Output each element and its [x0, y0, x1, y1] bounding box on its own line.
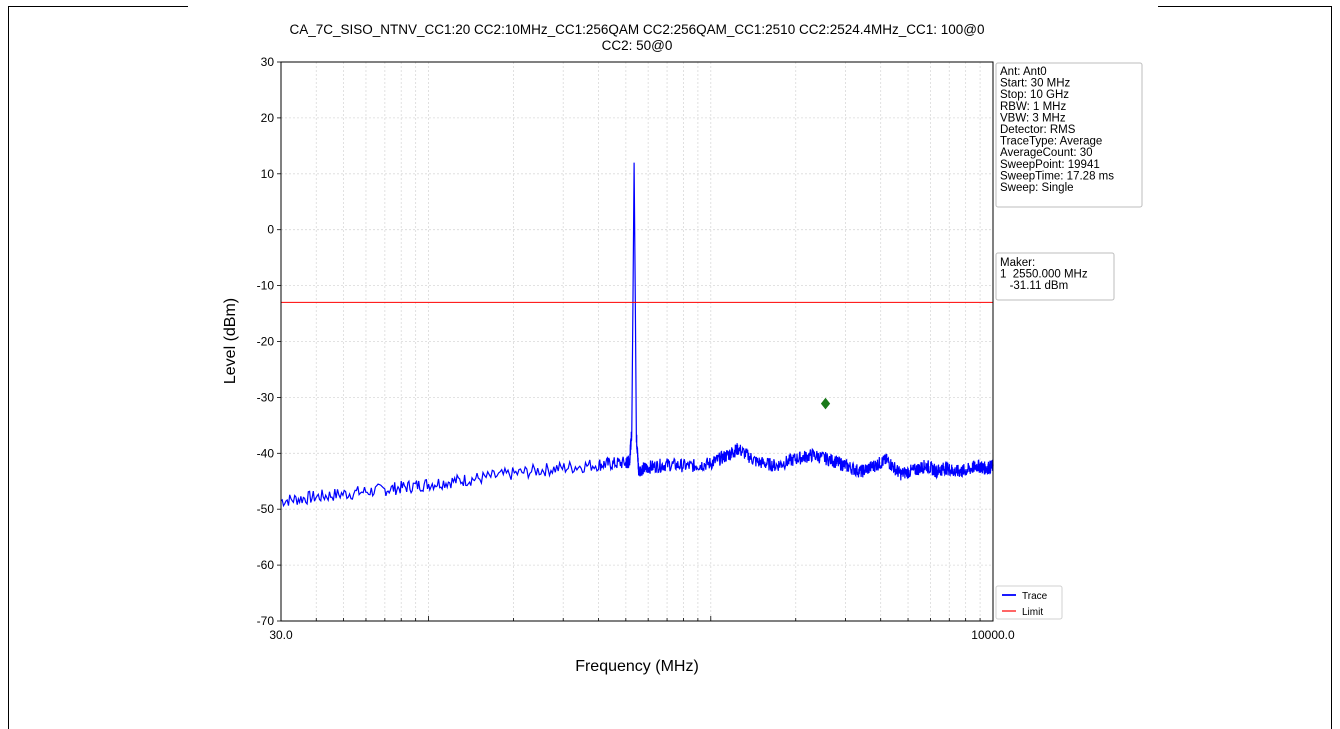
marker-info-box: Maker:1 2550.000 MHz -31.11 dBm [995, 252, 1115, 301]
chart-title-line2: CC2: 50@0 [602, 38, 673, 53]
settings-info-box-frame [995, 62, 1143, 208]
y-tick-label: -50 [257, 502, 275, 516]
y-tick-label: -40 [257, 446, 275, 460]
marker-info-line: -31.11 dBm [1000, 280, 1068, 292]
y-tick-label: 10 [261, 167, 275, 181]
y-tick-label: 20 [261, 111, 275, 125]
series-line-trace [280, 162, 994, 508]
marker-point [820, 397, 831, 410]
settings-info-line: AverageCount: 30 [1000, 147, 1093, 159]
marker-info-box-frame [995, 252, 1115, 301]
y-tick-label: -30 [257, 390, 275, 404]
marker-info-line: Maker: [1000, 257, 1035, 269]
y-tick-label: 30 [261, 55, 275, 69]
page-frame-top-right [1158, 6, 1332, 7]
legend-label-trace: Trace [1022, 591, 1048, 602]
x-tick-label: 30.0 [269, 628, 293, 642]
y-tick-labels: 30 20 10 0 -10 -20 -30 -40 -50 -60 -70 [257, 55, 275, 628]
x-axis-label: Frequency (MHz) [575, 658, 699, 675]
settings-info-line: Detector: RMS [1000, 124, 1076, 136]
x-tick-labels: 30.0 10000.0 [269, 628, 1015, 642]
settings-info-line: Stop: 10 GHz [1000, 89, 1069, 101]
y-tick-label: -10 [257, 279, 275, 293]
legend: Trace Limit [995, 585, 1063, 620]
y-axis-label: Level (dBm) [222, 298, 239, 384]
y-tick-label: -20 [257, 335, 275, 349]
settings-info-line: Start: 30 MHz [1000, 78, 1071, 90]
plot-area-border [280, 61, 994, 622]
series-layer [280, 162, 994, 508]
page-frame-right [1331, 6, 1332, 729]
settings-info-line: SweepPoint: 19941 [1000, 159, 1100, 171]
legend-label-limit: Limit [1022, 607, 1043, 618]
y-tick-label: -70 [257, 614, 275, 628]
settings-info-line: VBW: 3 MHz [1000, 112, 1066, 124]
settings-info-line: SweepTime: 17.28 ms [1000, 170, 1114, 182]
y-tick-label: 0 [267, 223, 274, 237]
y-tick-label: -60 [257, 558, 275, 572]
settings-info-line: TraceType: Average [1000, 136, 1102, 148]
x-tick-label: 10000.0 [971, 628, 1015, 642]
settings-info-line: RBW: 1 MHz [1000, 101, 1066, 113]
page-frame-top-left [8, 6, 188, 7]
settings-info-line: Ant: Ant0 [1000, 66, 1047, 78]
grid-layer [277, 61, 993, 622]
marker-info-line: 1 2550.000 MHz [1000, 269, 1088, 281]
chart-title-line1: CA_7C_SISO_NTNV_CC1:20 CC2:10MHz_CC1:256… [289, 22, 984, 37]
page-frame-left [8, 6, 9, 729]
settings-info-line: Sweep: Single [1000, 182, 1074, 194]
